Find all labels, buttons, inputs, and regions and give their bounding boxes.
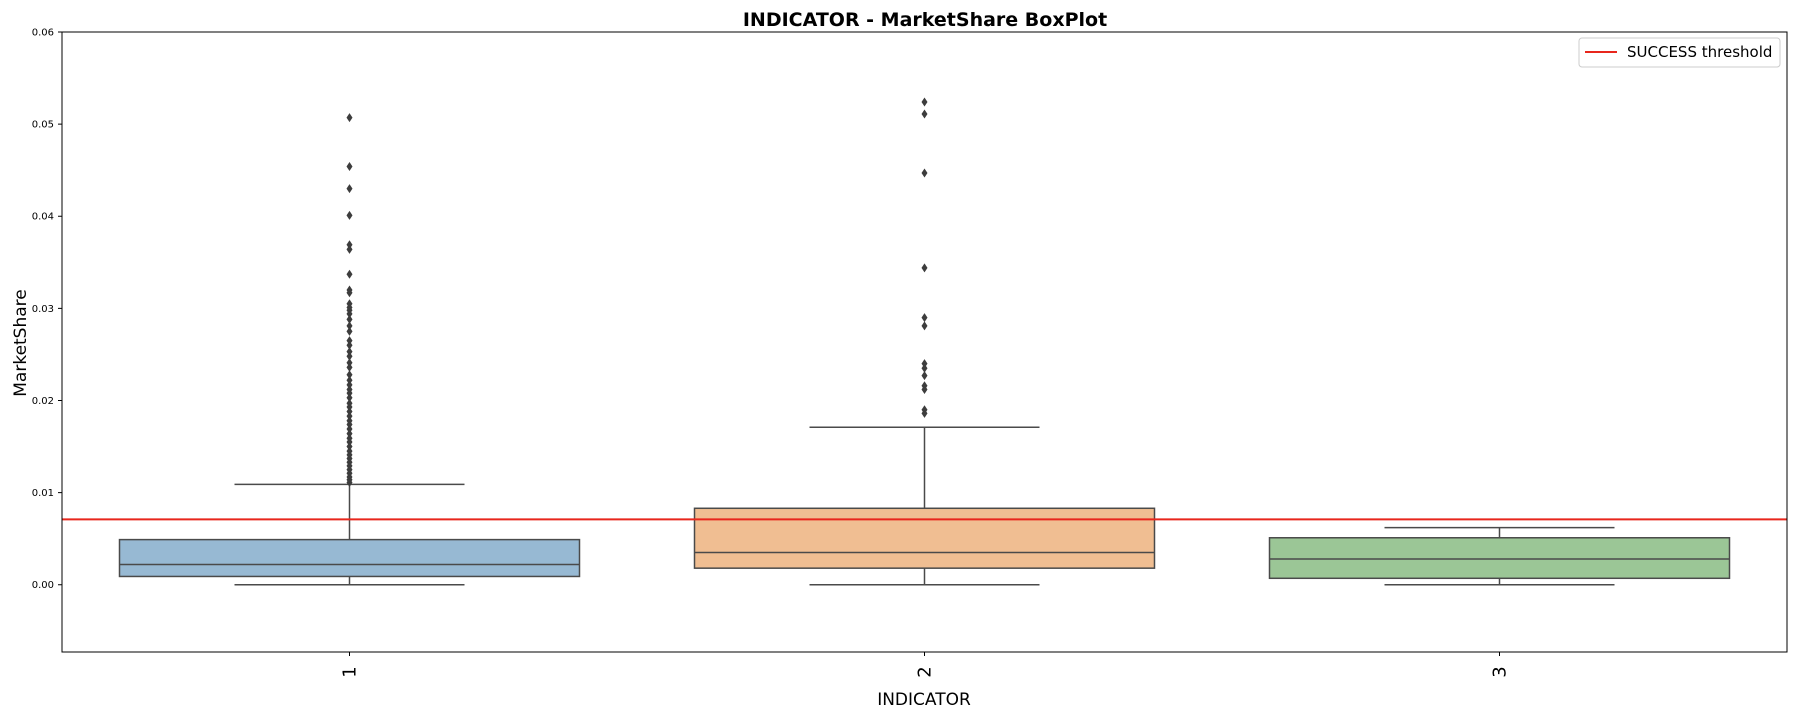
y-tick-label-5: 0.05 bbox=[32, 120, 54, 131]
x-tick-label-0: 1 bbox=[340, 666, 361, 677]
y-axis-title: MarketShare bbox=[11, 289, 31, 397]
outlier-point-1-29 bbox=[346, 402, 353, 412]
y-axis: 0.00 0.01 0.02 0.03 0.04 0.05 0.06 bbox=[32, 28, 62, 591]
outlier-point-1-4 bbox=[346, 240, 353, 250]
box-group-1 bbox=[118, 113, 581, 586]
outlier-point-1-24 bbox=[346, 380, 353, 390]
outlier-point-1-15 bbox=[346, 326, 353, 336]
outlier-point-1-27 bbox=[346, 393, 353, 403]
outlier-point-1-35 bbox=[346, 429, 353, 439]
outlier-point-1-8 bbox=[346, 288, 353, 298]
outlier-point-1-48 bbox=[346, 477, 353, 487]
outlier-point-1-16 bbox=[346, 336, 353, 346]
outlier-point-2-7 bbox=[921, 363, 928, 373]
y-tick-label-0: 0.00 bbox=[32, 580, 54, 591]
x-tick-label-1: 2 bbox=[915, 666, 936, 677]
outlier-point-1-13 bbox=[346, 314, 353, 324]
outlier-point-1-14 bbox=[346, 321, 353, 331]
outlier-point-1-31 bbox=[346, 411, 353, 421]
y-tick-label-4: 0.04 bbox=[32, 212, 54, 223]
box-group-3 bbox=[1268, 526, 1731, 586]
outlier-point-2-8 bbox=[921, 371, 928, 381]
legend-frame bbox=[1578, 37, 1781, 68]
x-axis-title: INDICATOR bbox=[877, 690, 971, 710]
outlier-point-1-2 bbox=[346, 184, 353, 194]
outlier-point-1-33 bbox=[346, 419, 353, 429]
x-axis: 1 2 3 bbox=[340, 652, 1511, 678]
outlier-point-2-4 bbox=[921, 313, 928, 323]
y-tick-label-1: 0.01 bbox=[32, 488, 54, 499]
outlier-point-1-17 bbox=[346, 340, 353, 350]
legend-label-success-threshold: SUCCESS threshold bbox=[1627, 43, 1772, 61]
outlier-point-2-5 bbox=[921, 321, 928, 331]
outlier-point-1-5 bbox=[346, 244, 353, 254]
outlier-point-2-1 bbox=[921, 109, 928, 119]
outlier-point-1-26 bbox=[346, 388, 353, 398]
outlier-point-1-0 bbox=[346, 113, 353, 123]
box-2 bbox=[693, 507, 1156, 569]
outlier-point-1-18 bbox=[346, 347, 353, 357]
plot-content bbox=[62, 97, 1787, 586]
outlier-point-1-6 bbox=[346, 269, 353, 279]
x-tick-label-2: 3 bbox=[1490, 666, 1511, 677]
box-3 bbox=[1268, 537, 1731, 580]
outlier-point-2-0 bbox=[921, 97, 928, 107]
outlier-point-2-2 bbox=[921, 168, 928, 178]
outlier-point-1-21 bbox=[346, 362, 353, 372]
outlier-point-2-12 bbox=[921, 408, 928, 418]
box-1 bbox=[118, 538, 581, 578]
outlier-point-1-19 bbox=[346, 351, 353, 361]
outlier-point-1-38 bbox=[346, 442, 353, 452]
outlier-point-1-34 bbox=[346, 424, 353, 434]
outlier-point-2-3 bbox=[921, 263, 928, 273]
outlier-point-1-20 bbox=[346, 358, 353, 368]
outlier-point-1-3 bbox=[346, 210, 353, 220]
outlier-point-2-6 bbox=[921, 359, 928, 369]
outlier-point-1-22 bbox=[346, 370, 353, 380]
outlier-point-1-23 bbox=[346, 375, 353, 385]
outlier-point-1-37 bbox=[346, 437, 353, 447]
outlier-point-1-1 bbox=[346, 162, 353, 172]
chart-title: INDICATOR - MarketShare BoxPlot bbox=[743, 9, 1107, 31]
legend: SUCCESS threshold bbox=[1578, 37, 1781, 68]
y-tick-label-6: 0.06 bbox=[32, 28, 54, 39]
y-tick-label-2: 0.02 bbox=[32, 396, 54, 407]
y-tick-label-3: 0.03 bbox=[32, 304, 54, 315]
box-group-2 bbox=[693, 97, 1156, 586]
outlier-point-1-30 bbox=[346, 407, 353, 417]
outlier-point-1-12 bbox=[346, 309, 353, 319]
outlier-point-2-10 bbox=[921, 384, 928, 394]
